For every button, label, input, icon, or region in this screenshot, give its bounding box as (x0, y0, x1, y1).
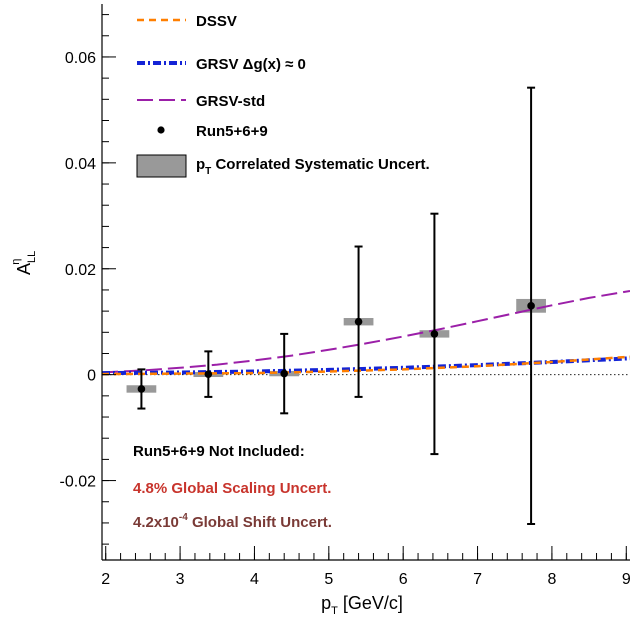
curve-2 (102, 355, 630, 376)
y-tick-label-0: -0.02 (60, 474, 97, 491)
legend: DSSV GRSV Δg(x) ≈ 0 GRSV-std Run5+6+9 pT… (136, 13, 430, 178)
data-point-2 (280, 369, 288, 378)
legend-label-grsv-zero: GRSV Δg(x) ≈ 0 (196, 56, 306, 73)
y-tick-label-3: 0.04 (65, 156, 96, 173)
legend-marker-run (157, 126, 165, 134)
data-point-0 (137, 385, 146, 393)
legend-label-dssv: DSSV (196, 13, 237, 30)
x-tick-label-1: 3 (176, 571, 185, 588)
y-axis-title: ALLη (10, 251, 38, 275)
legend-label-syst: pT Correlated Systematic Uncert. (196, 156, 430, 177)
y-tick-label-2: 0.02 (65, 262, 96, 279)
note-shift: 4.2x10-4 Global Shift Uncert. (133, 512, 332, 531)
svg-text:ALLη: ALLη (10, 251, 38, 275)
legend-label-run: Run5+6+9 (196, 123, 268, 140)
note-not-included: Run5+6+9 Not Included: (133, 443, 305, 460)
data-point-3 (354, 317, 363, 326)
data-point-5 (527, 302, 535, 310)
x-tick-label-3: 5 (324, 571, 333, 588)
x-axis-title: pT [GeV/c] (321, 593, 403, 617)
curve-0 (102, 290, 630, 374)
plot-layer (102, 86, 630, 525)
y-tick-label-4: 0.06 (65, 50, 96, 67)
x-tick-label-6: 8 (547, 571, 556, 588)
x-tick-label-5: 7 (473, 571, 482, 588)
data-point-4 (430, 330, 439, 338)
x-tick-label-0: 2 (101, 571, 110, 588)
x-tick-label-2: 4 (250, 571, 259, 588)
axes-layer: 2 3 4 5 6 7 8 9 -0.02 0 0.02 0.04 0.06 (60, 4, 631, 588)
notes: Run5+6+9 Not Included: 4.8% Global Scali… (133, 443, 332, 531)
note-scaling: 4.8% Global Scaling Uncert. (133, 480, 331, 497)
legend-box-syst (136, 154, 187, 178)
x-tick-label-4: 6 (399, 571, 408, 588)
legend-label-grsv-std: GRSV-std (196, 93, 265, 110)
data-point-1 (204, 370, 213, 378)
x-tick-label-7: 9 (622, 571, 631, 588)
y-tick-label-1: 0 (87, 368, 96, 385)
